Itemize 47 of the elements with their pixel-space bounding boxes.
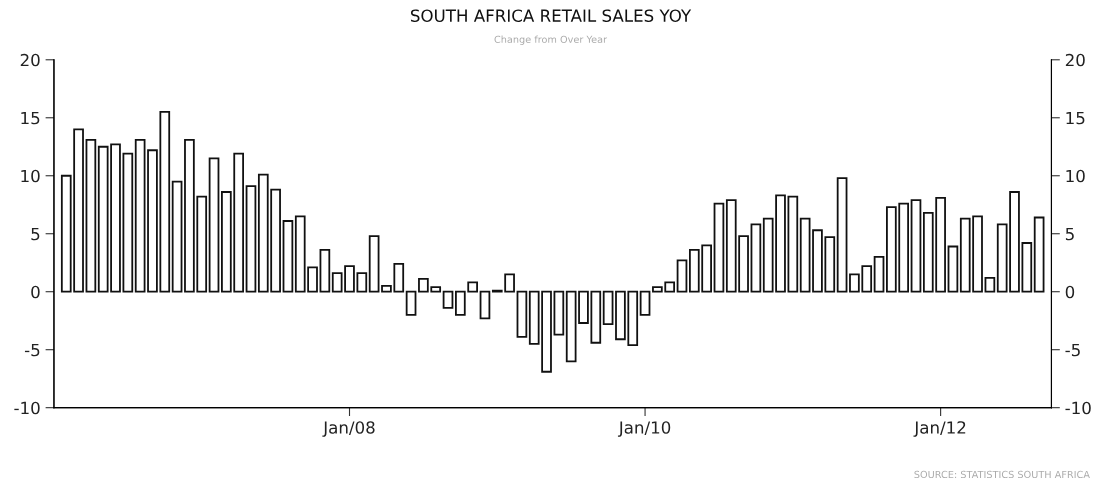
bar [984, 276, 996, 293]
bar [947, 245, 959, 293]
bar [122, 152, 134, 293]
y2-tick-label: -5 [1065, 343, 1080, 357]
y2-tick-label: 5 [1065, 227, 1074, 241]
bar [713, 202, 725, 293]
bar [787, 195, 799, 293]
y-tick-label: -5 [24, 343, 40, 357]
bar [405, 290, 417, 316]
bar [676, 259, 688, 293]
x-tick-label: Jan/08 [322, 421, 375, 437]
bar [799, 217, 811, 293]
bar [134, 138, 146, 293]
y-tick-label: -10 [14, 401, 40, 415]
y2-tick-label: 20 [1065, 53, 1085, 67]
bar [836, 177, 848, 293]
y-tick-label: 10 [21, 169, 40, 183]
y-tick-label: 15 [21, 111, 40, 125]
bar [1033, 216, 1045, 293]
bar [516, 290, 528, 338]
bar [873, 256, 885, 293]
bar [171, 180, 183, 293]
bar [442, 290, 454, 309]
y-tick-label: 20 [20, 53, 40, 67]
bar [282, 220, 294, 293]
chart-title: SOUTH AFRICA RETAIL SALES YOY [410, 9, 692, 22]
y2-tick-label: -10 [1065, 401, 1091, 415]
y2-tick-label: 10 [1066, 169, 1085, 183]
chart-subtitle: Change from Over Year [494, 35, 608, 45]
bar [602, 290, 614, 326]
bar [245, 185, 257, 293]
y2-tick-label: 0 [1065, 285, 1075, 299]
x-tick-label: Jan/10 [617, 421, 671, 437]
bar [368, 235, 380, 293]
source-note: SOURCE: STATISTICS SOUTH AFRICA [914, 470, 1090, 479]
x-tick-label: Jan/12 [913, 421, 966, 437]
y-tick-label: 0 [31, 285, 40, 299]
bar [639, 290, 651, 316]
bar [750, 223, 762, 293]
bar [319, 249, 331, 293]
bar [479, 290, 491, 320]
bar [85, 138, 97, 293]
bar [910, 199, 922, 293]
bar [553, 290, 565, 336]
y2-tick-label: 15 [1066, 111, 1085, 125]
bar [208, 157, 220, 293]
y-tick-label: 5 [31, 227, 40, 241]
